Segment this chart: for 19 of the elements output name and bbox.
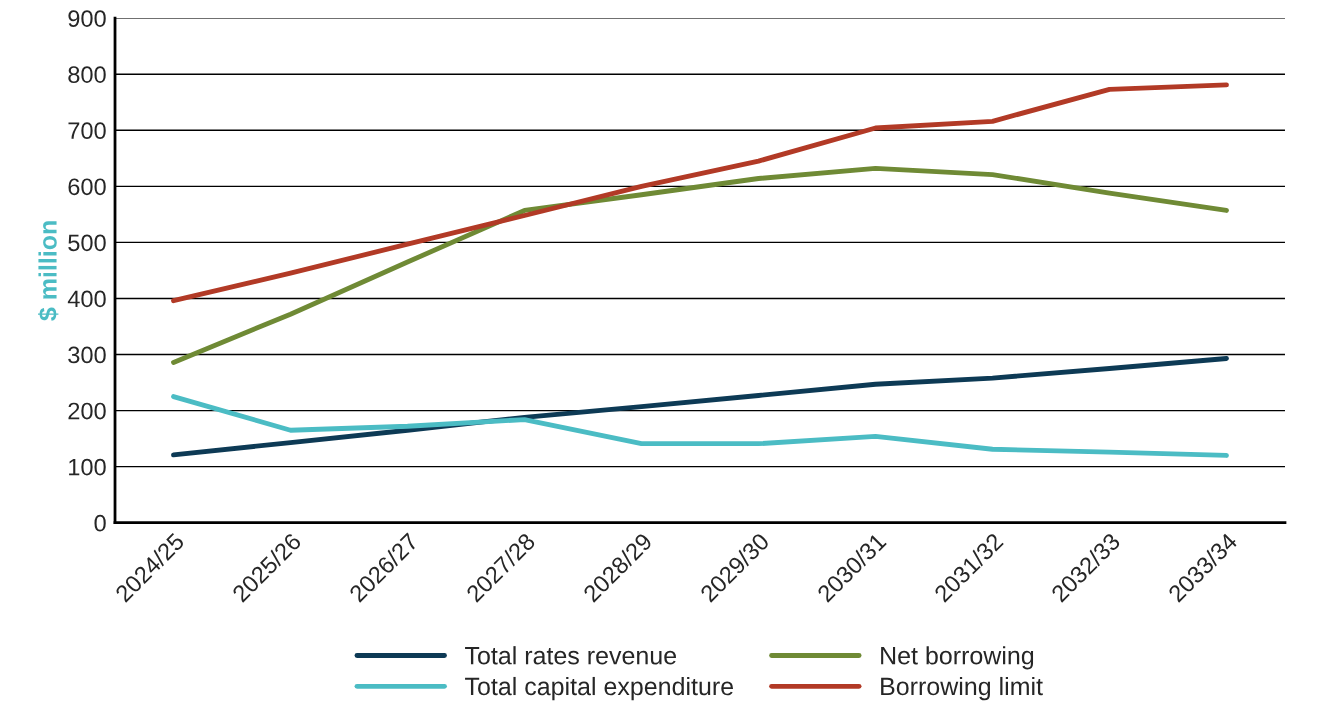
y-tick-label: 200 [68, 402, 106, 420]
legend-label: Total rates revenue [465, 646, 676, 665]
y-tick-label: 400 [67, 290, 106, 308]
y-tick-label: 800 [68, 66, 106, 83]
legend-label: Total capital expenditure [465, 676, 733, 701]
y-tick-label: 900 [68, 10, 106, 27]
line-series [171, 82, 1229, 304]
y-tick-label: 300 [68, 346, 106, 364]
legend-label: Net borrowing [881, 646, 1034, 670]
y-tick-label: 0 [94, 514, 106, 532]
line-series [171, 165, 1229, 365]
y-axis-title: $ million [37, 221, 59, 321]
line-series [171, 394, 1229, 458]
legend-label: Borrowing limit [881, 676, 1043, 701]
y-tick-label: 700 [68, 122, 106, 140]
line-series [171, 356, 1229, 458]
y-tick-label: 500 [68, 234, 106, 252]
y-tick-label: 100 [69, 458, 106, 476]
y-tick-label: 600 [68, 178, 106, 196]
